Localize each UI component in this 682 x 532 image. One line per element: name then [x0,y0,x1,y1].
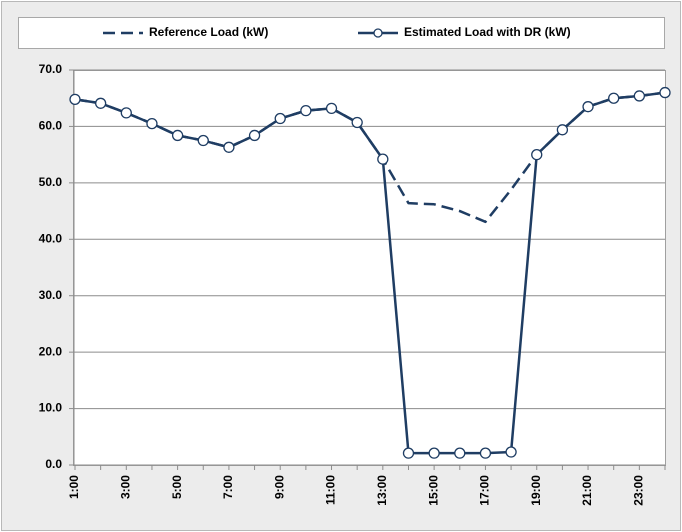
data-point [479,447,492,459]
data-point [454,447,466,459]
data-point [582,101,594,113]
data-point [325,102,338,115]
data-point [69,93,81,105]
x-tick-label: 3:00 [118,475,132,499]
y-tick-label: 20.0 [39,344,63,358]
x-tick-label: 7:00 [221,475,235,499]
data-point [95,97,107,109]
data-point [659,86,671,99]
legend-label: Reference Load (kW) [149,25,268,39]
data-point [505,446,517,458]
data-point [120,107,132,119]
data-point [351,116,363,129]
data-point [197,134,209,147]
x-tick-label: 11:00 [324,475,338,505]
y-tick-label: 10.0 [39,401,63,415]
x-tick-label: 21:00 [580,475,594,506]
data-point [402,447,415,459]
data-point [531,148,543,161]
data-point [248,129,261,142]
x-tick-label: 17:00 [478,475,492,506]
y-tick-label: 70.0 [39,62,63,76]
x-tick-label: 5:00 [170,475,184,499]
data-point [428,447,440,459]
y-tick-label: 50.0 [39,175,63,189]
y-tick-label: 30.0 [39,288,63,302]
data-point [556,124,569,136]
data-point [377,153,389,165]
legend-label: Estimated Load with DR (kW) [404,25,571,39]
data-point [223,141,235,153]
y-tick-label: 60.0 [39,119,63,133]
x-tick-label: 9:00 [272,475,286,499]
data-point [274,112,286,125]
x-tick-label: 19:00 [529,475,543,506]
legend-marker [373,28,383,38]
x-tick-label: 1:00 [67,475,81,499]
data-point [146,117,158,130]
y-tick-label: 40.0 [39,231,63,245]
y-tick-label: 0.0 [45,457,62,471]
data-point [171,129,184,142]
data-point [300,104,312,117]
x-tick-label: 15:00 [426,475,440,506]
data-point [633,90,645,102]
x-tick-label: 13:00 [375,475,389,506]
x-tick-label: 23:00 [632,475,646,506]
data-point [608,92,620,104]
